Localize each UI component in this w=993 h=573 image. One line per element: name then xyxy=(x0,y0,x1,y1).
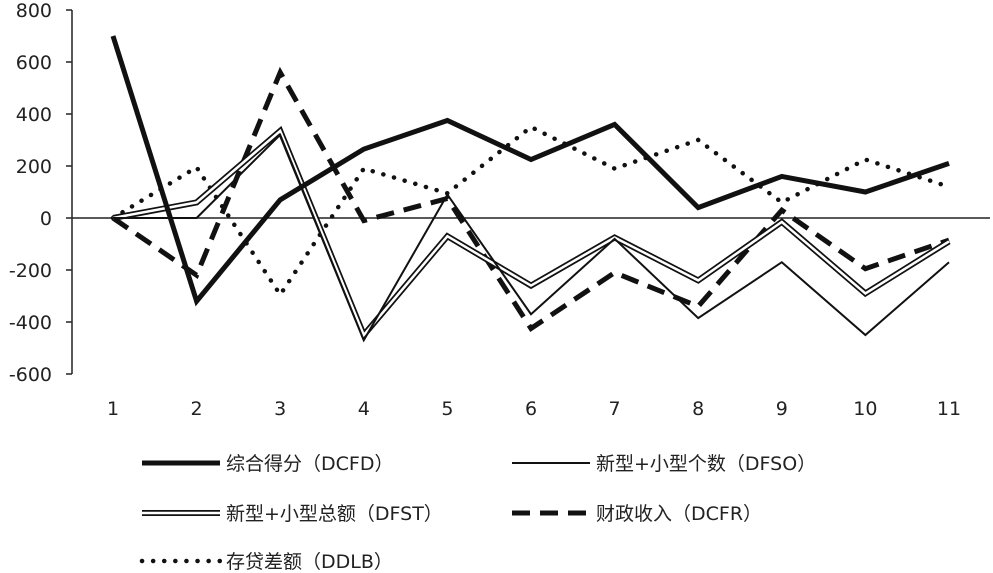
x-tick-label: 10 xyxy=(853,398,877,420)
legend-label-1: 综合得分（DCFD） xyxy=(226,453,393,475)
legend-label-3: 新型+小型总额（DFST） xyxy=(226,503,443,525)
x-tick-label: 7 xyxy=(609,398,621,420)
series-line-4 xyxy=(111,66,950,332)
x-tick-label: 2 xyxy=(191,398,203,420)
x-tick-label: 6 xyxy=(525,398,537,420)
series-line-3-inner xyxy=(112,128,950,338)
series-line-5 xyxy=(110,124,952,299)
y-tick-label: 200 xyxy=(16,156,52,178)
axes: 800 600 400 200 0 -200 -400 -600 1 2 3 4 5 6 7 8 9 10 11 xyxy=(9,0,990,420)
x-tick-label: 5 xyxy=(441,398,453,420)
y-tick-label: 600 xyxy=(16,52,52,74)
x-tick-label: 8 xyxy=(692,398,704,420)
y-tick-label: -400 xyxy=(9,312,52,334)
x-tick-label: 1 xyxy=(107,398,119,420)
x-tick-label: 9 xyxy=(776,398,788,420)
y-tick-label: 800 xyxy=(16,0,52,22)
y-tick-label: -200 xyxy=(9,260,52,282)
series-group xyxy=(110,35,952,343)
x-tick-label: 11 xyxy=(937,398,961,420)
y-tick-label: 400 xyxy=(16,104,52,126)
legend: 综合得分（DCFD） 新型+小型个数（DFSO） 新型+小型总额（DFST） 财政收入… xyxy=(139,453,816,573)
y-tick-label: -600 xyxy=(9,364,52,386)
x-tick-label: 3 xyxy=(274,398,286,420)
x-tick-label: 4 xyxy=(358,398,370,420)
y-tick-label: 0 xyxy=(40,208,52,230)
series-line-2 xyxy=(113,133,950,343)
legend-label-5: 存贷差额（DDLB） xyxy=(226,551,393,573)
series-line-1 xyxy=(110,35,950,307)
legend-label-2: 新型+小型个数（DFSO） xyxy=(596,453,816,475)
legend-label-4: 财政收入（DCFR） xyxy=(596,503,762,525)
